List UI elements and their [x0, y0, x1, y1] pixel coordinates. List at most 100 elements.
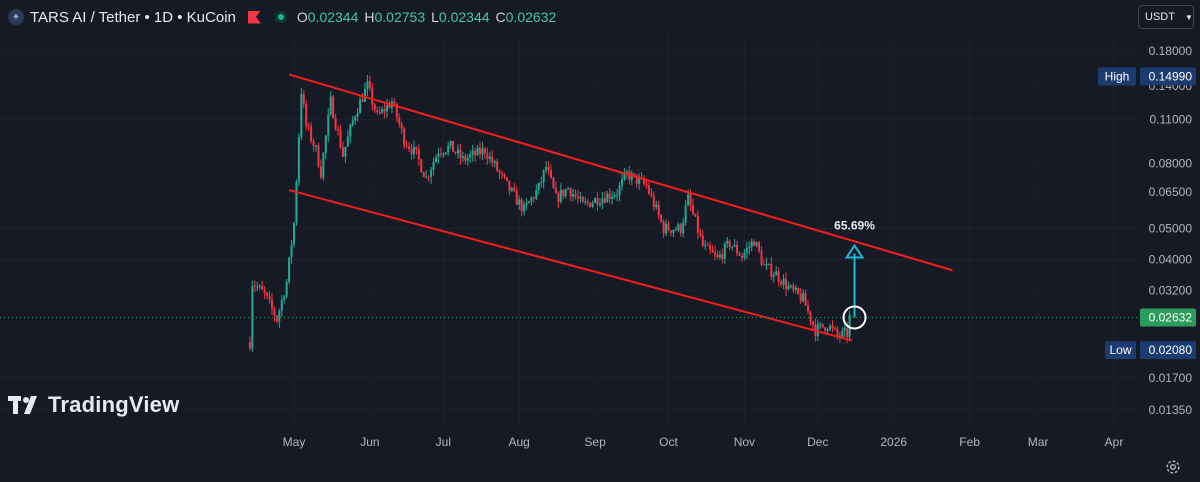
high-tag-label: High — [1105, 69, 1130, 83]
candle-down — [846, 328, 849, 337]
candle-down — [547, 166, 550, 171]
candle-down — [474, 150, 477, 156]
candle-down — [307, 125, 310, 127]
flag-icon[interactable] — [247, 10, 261, 24]
candles — [248, 75, 851, 353]
x-tick-label: May — [283, 435, 306, 449]
gear-icon[interactable] — [1164, 458, 1182, 476]
candle-up — [765, 264, 768, 266]
candle-down — [797, 287, 800, 294]
candle-down — [393, 101, 396, 104]
y-tick-label: 0.11000 — [1150, 112, 1193, 126]
y-tick-label: 0.03200 — [1149, 283, 1193, 297]
candle-down — [513, 187, 516, 191]
candle-down — [395, 103, 398, 118]
candle-down — [811, 321, 814, 325]
candle-up — [684, 205, 687, 223]
currency-label: USDT — [1145, 11, 1175, 23]
candle-down — [576, 196, 579, 199]
candle-up — [687, 194, 690, 206]
candle-up — [723, 243, 726, 259]
symbol-title[interactable]: TARS AI / Tether • 1D • KuCoin — [30, 8, 236, 26]
candle-up — [469, 154, 472, 158]
x-tick-label: Jun — [360, 435, 379, 449]
candle-up — [750, 241, 753, 247]
candle-up — [283, 296, 286, 300]
currency-selector-button[interactable]: USDT ▼ — [1138, 5, 1194, 29]
candle-up — [591, 202, 594, 207]
low-tag-bg — [1105, 341, 1136, 360]
candle-down — [398, 117, 401, 125]
target-percentage-label: 65.69% — [834, 219, 875, 233]
candle-up — [258, 285, 261, 287]
candle-up — [434, 157, 437, 163]
candle-down — [439, 153, 442, 155]
candle-up — [327, 114, 330, 136]
candle-down — [711, 249, 714, 253]
candle-up — [677, 224, 680, 230]
candle-down — [508, 180, 511, 191]
candle-down — [261, 285, 264, 290]
candle-up — [623, 172, 626, 180]
candle-up — [579, 196, 582, 199]
candle-down — [667, 223, 670, 231]
candle-down — [403, 128, 406, 146]
candle-down — [498, 170, 501, 173]
candle-down — [809, 311, 812, 322]
candle-down — [334, 118, 337, 130]
candle-down — [721, 254, 724, 259]
candle-down — [266, 292, 269, 296]
candle-down — [520, 199, 523, 212]
candle-up — [772, 275, 775, 277]
high-value-bg — [1140, 67, 1196, 86]
candle-down — [838, 335, 841, 337]
candle-down — [371, 87, 374, 105]
candle-up — [841, 330, 844, 337]
candle-down — [706, 244, 709, 246]
candle-down — [422, 172, 425, 178]
candle-up — [843, 328, 846, 331]
candle-down — [660, 215, 663, 222]
candle-up — [564, 189, 567, 197]
candle-down — [792, 285, 795, 290]
candle-down — [589, 202, 592, 207]
candle-down — [479, 147, 482, 155]
candle-up — [572, 194, 575, 197]
ohlc-low: L0.02344 — [431, 9, 490, 25]
candle-down — [415, 146, 418, 150]
candle-down — [383, 108, 386, 112]
candle-down — [459, 149, 462, 159]
candle-up — [611, 196, 614, 199]
candle-up — [618, 185, 621, 196]
candle-up — [488, 156, 491, 160]
candle-down — [505, 177, 508, 181]
candle-down — [337, 129, 340, 131]
candle-down — [270, 299, 273, 309]
candle-down — [368, 81, 371, 88]
candle-up — [471, 150, 474, 155]
low-value-label: 0.02080 — [1149, 343, 1193, 357]
annotations: 65.69% — [0, 73, 1138, 342]
candle-down — [701, 235, 704, 246]
candle-up — [848, 314, 851, 337]
candle-down — [562, 189, 565, 197]
candle-down — [650, 193, 653, 196]
candle-up — [598, 203, 601, 205]
candle-down — [836, 328, 839, 336]
candle-up — [278, 310, 281, 322]
candle-down — [501, 172, 504, 174]
y-tick-label: 0.06500 — [1149, 185, 1193, 199]
candle-up — [466, 157, 469, 161]
candle-up — [625, 171, 628, 173]
candle-up — [726, 240, 729, 244]
candle-up — [527, 201, 530, 204]
candle-down — [709, 245, 712, 250]
candle-up — [363, 88, 366, 102]
last-price-value-label: 0.02632 — [1149, 310, 1193, 324]
x-tick-label: Aug — [509, 435, 530, 449]
candle-down — [643, 178, 646, 184]
ohlc-high: H0.02753 — [364, 9, 426, 25]
candle-down — [696, 216, 699, 233]
low-value-bg — [1140, 341, 1196, 360]
